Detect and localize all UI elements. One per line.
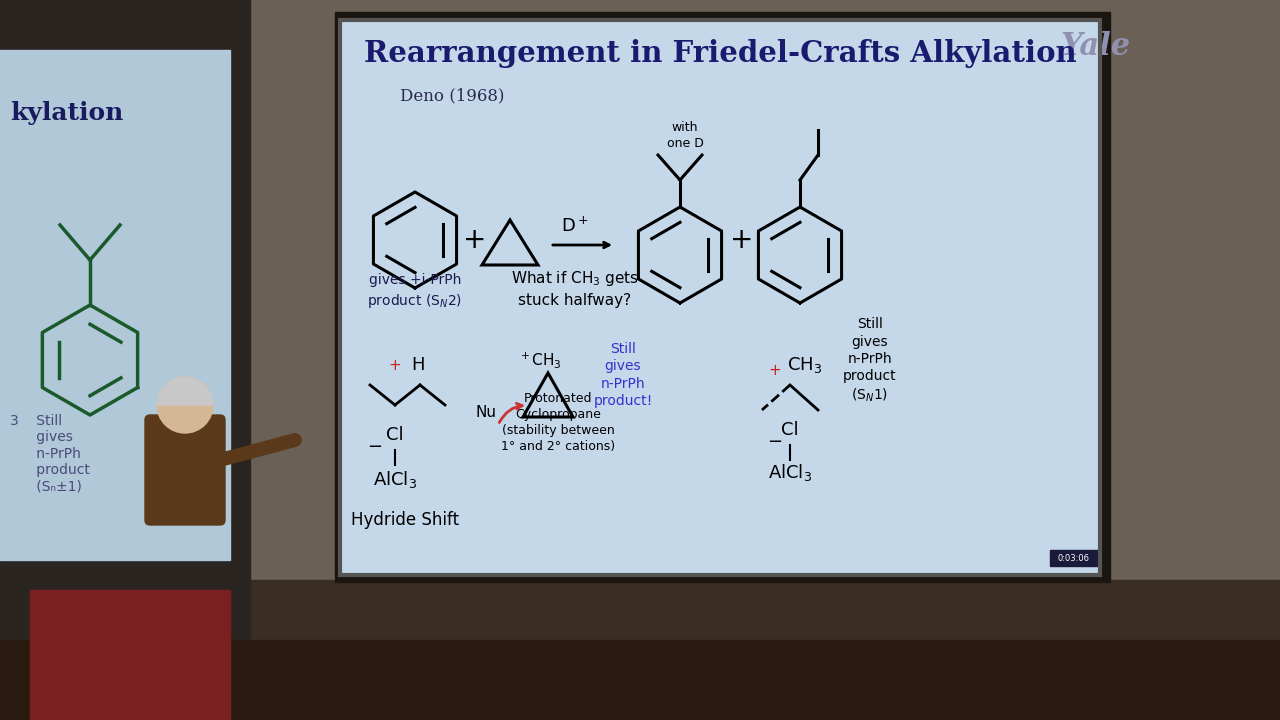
Text: Rearrangement in Friedel-Crafts Alkylation: Rearrangement in Friedel-Crafts Alkylati…	[364, 39, 1076, 68]
Text: kylation: kylation	[10, 101, 123, 125]
Bar	[29, 590, 230, 720]
Bar	[0, 580, 1280, 720]
Text: Deno (1968): Deno (1968)	[399, 87, 504, 104]
Text: Cl: Cl	[387, 426, 403, 444]
Text: +: +	[731, 226, 754, 254]
Bar	[0, 50, 230, 560]
Bar	[335, 12, 1110, 582]
Text: +: +	[389, 358, 402, 373]
Text: Cl: Cl	[781, 421, 799, 439]
Bar	[0, 0, 250, 720]
Text: with
one D: with one D	[667, 121, 704, 150]
Text: Protonated
Cyclopropane
(stability between
1° and 2° cations): Protonated Cyclopropane (stability betwe…	[500, 392, 616, 453]
Bar	[230, 0, 1280, 590]
Text: 0:03:06: 0:03:06	[1059, 554, 1091, 563]
Bar	[340, 20, 1100, 575]
Text: H: H	[411, 356, 425, 374]
Text: Nu: Nu	[475, 405, 497, 420]
Bar	[0, 640, 1280, 720]
Bar	[1050, 550, 1098, 566]
Text: −: −	[768, 433, 782, 451]
Text: CH$_3$: CH$_3$	[787, 355, 823, 375]
Wedge shape	[157, 377, 212, 405]
Text: +: +	[768, 363, 781, 378]
Text: What if CH$_3$ gets
stuck halfway?: What if CH$_3$ gets stuck halfway?	[511, 269, 639, 308]
Text: gives +i-PrPh
product (S$_N$2): gives +i-PrPh product (S$_N$2)	[367, 273, 462, 310]
Text: Hydride Shift: Hydride Shift	[351, 511, 460, 529]
Text: AlCl$_3$: AlCl$_3$	[372, 469, 417, 490]
Text: Yale: Yale	[1060, 31, 1130, 62]
Text: AlCl$_3$: AlCl$_3$	[768, 462, 812, 483]
Circle shape	[157, 377, 212, 433]
Bar	[340, 20, 1100, 575]
Text: Still
gives
n-PrPh
product!: Still gives n-PrPh product!	[594, 342, 653, 408]
Text: 3    Still
      gives
      n-PrPh
      product
      (Sₙ±1): 3 Still gives n-PrPh product (Sₙ±1)	[10, 414, 90, 493]
Text: −: −	[367, 438, 383, 456]
Text: +: +	[463, 226, 486, 254]
Text: $^+$CH$_3$: $^+$CH$_3$	[518, 350, 562, 369]
Text: D$^+$: D$^+$	[561, 217, 589, 236]
Text: Still
gives
n-PrPh
product
(S$_N$1): Still gives n-PrPh product (S$_N$1)	[844, 318, 897, 405]
FancyBboxPatch shape	[145, 415, 225, 525]
